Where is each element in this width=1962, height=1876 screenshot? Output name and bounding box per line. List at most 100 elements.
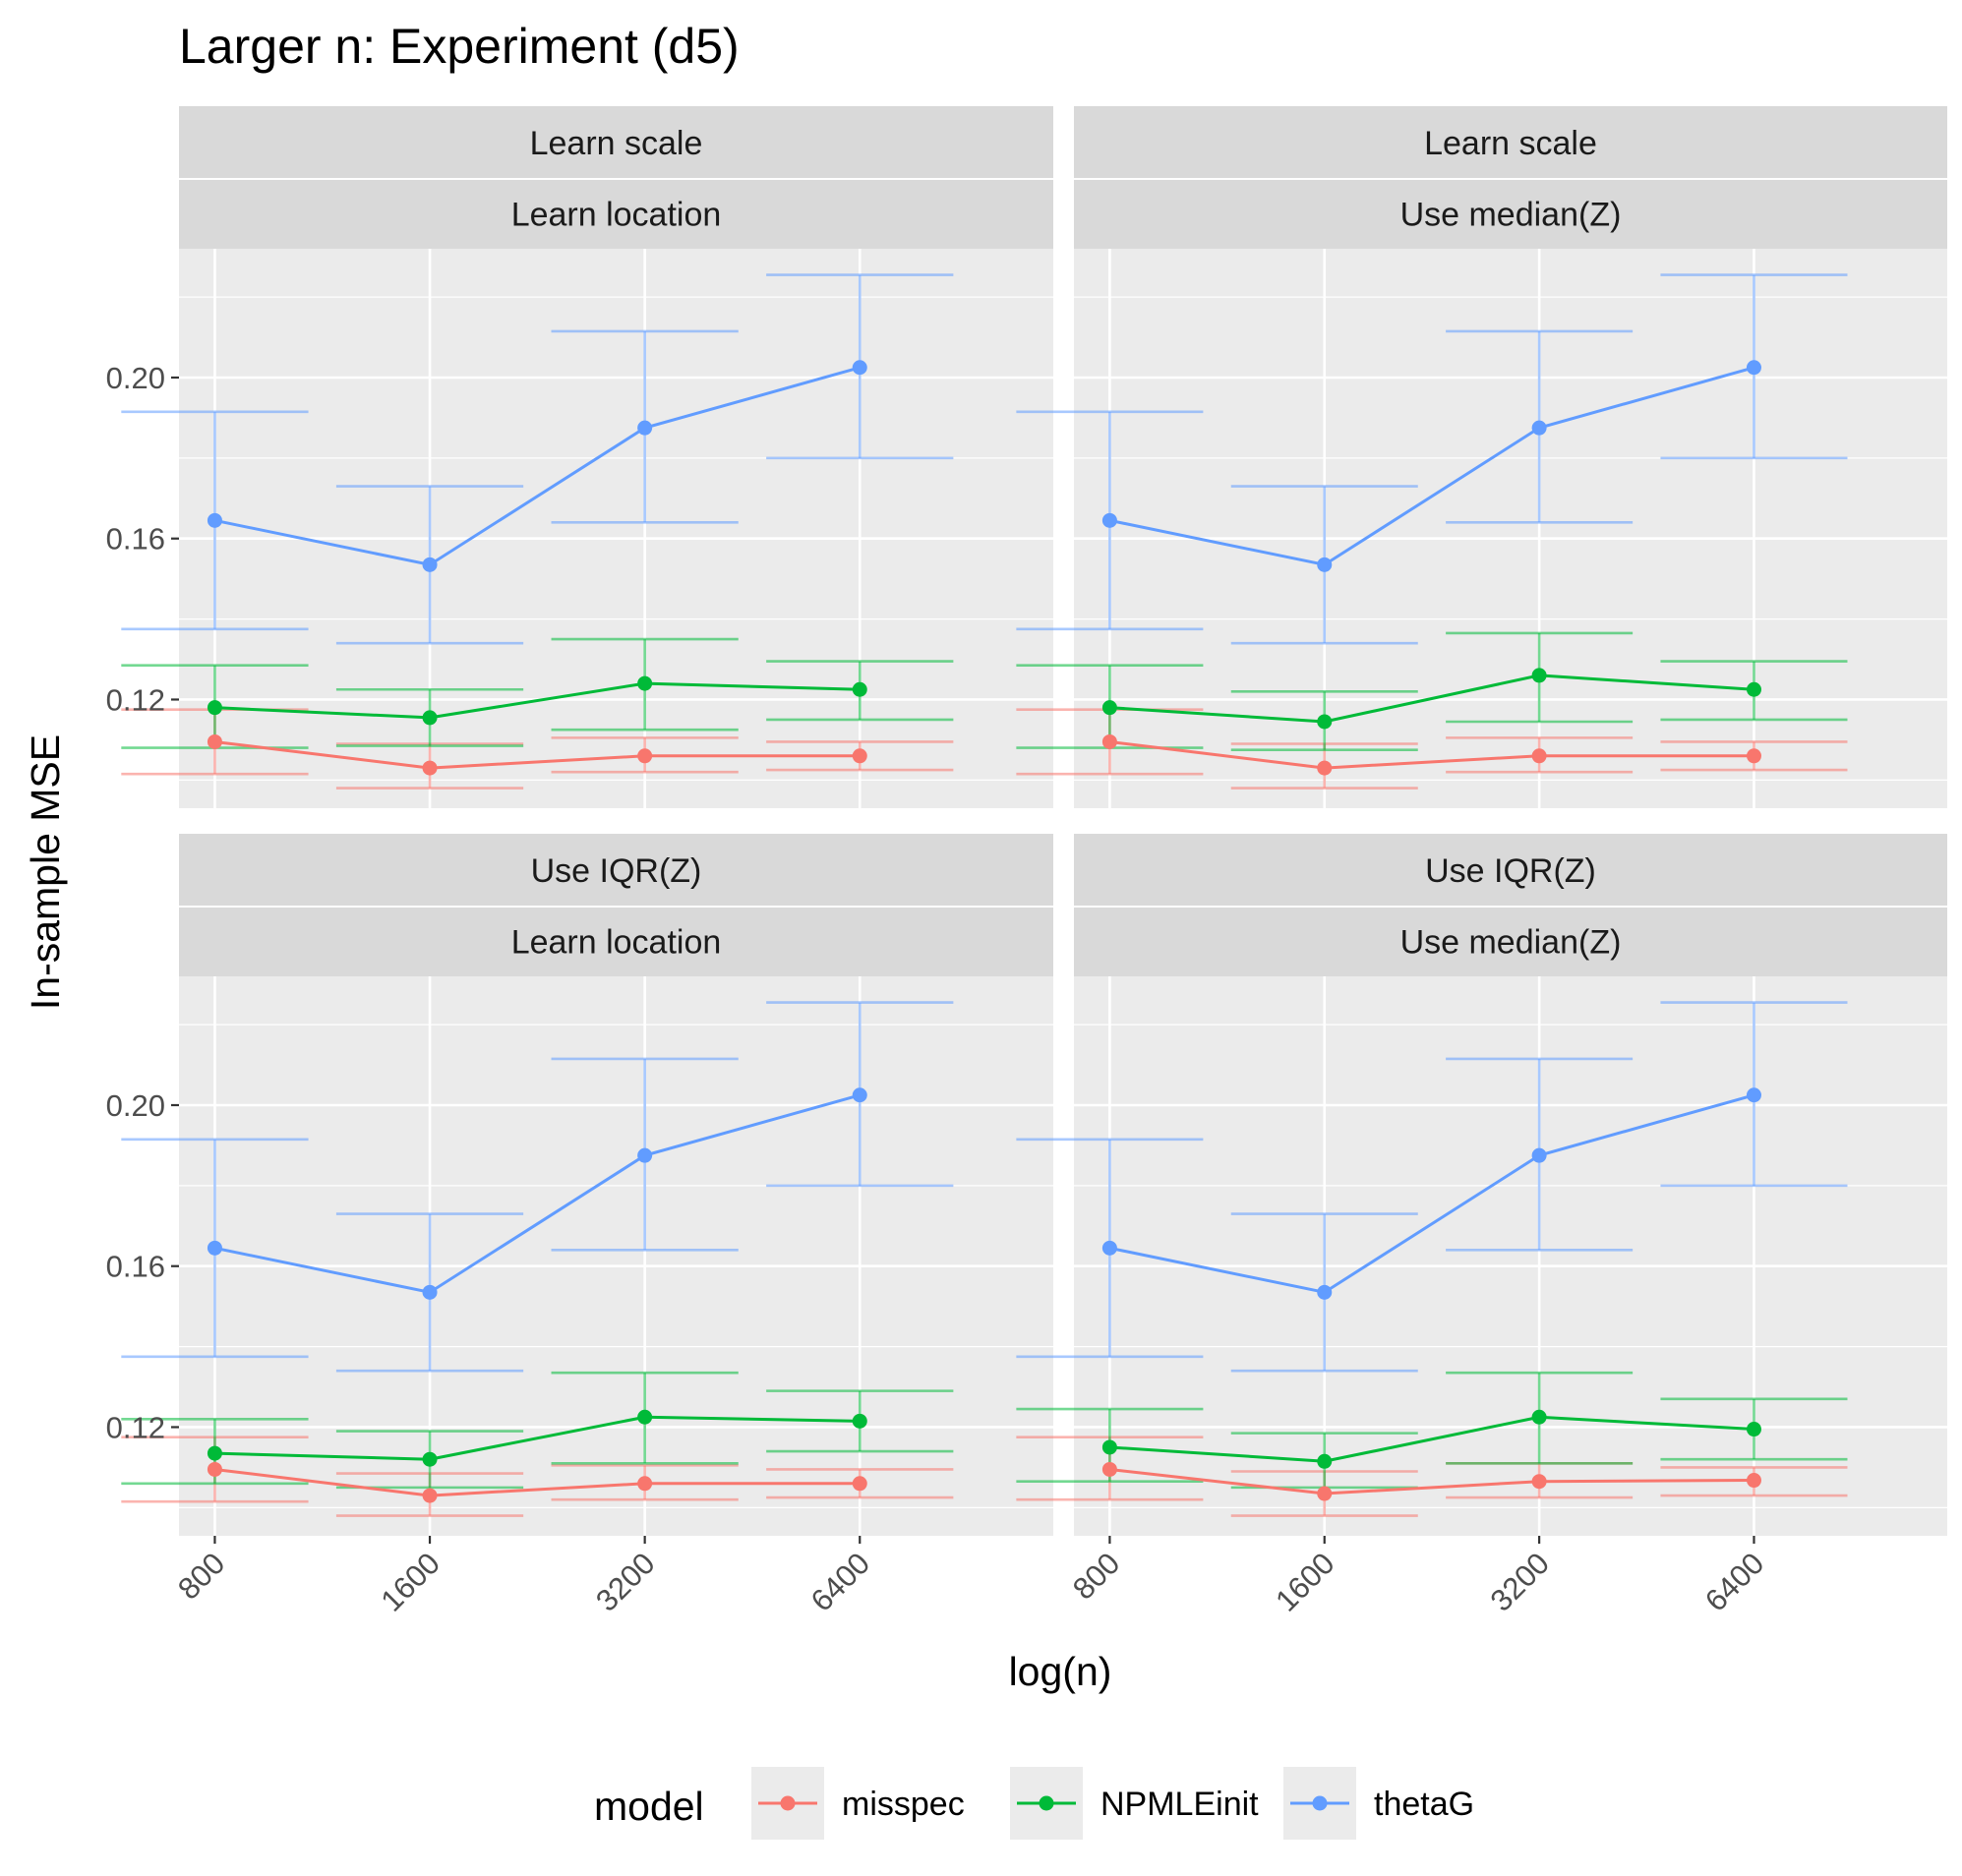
x-tick-label: 1600 — [1269, 1546, 1341, 1618]
y-tick-label: 0.12 — [106, 1410, 165, 1444]
series-line-NPMLEinit — [214, 1415, 861, 1461]
errorbars-misspec — [1016, 708, 1848, 790]
data-point-thetaG — [1101, 1240, 1117, 1256]
data-point-NPMLEinit — [207, 1445, 222, 1461]
x-axis-title: log(n) — [1009, 1649, 1112, 1694]
facet-panel-3: Use IQR(Z) Learn location — [121, 834, 1053, 1536]
strip-label-bottom: Learn location — [511, 197, 722, 234]
data-point-NPMLEinit — [852, 681, 867, 697]
data-point-NPMLEinit — [1101, 700, 1117, 716]
facet-panel-4: Use IQR(Z) Use median(Z) — [1016, 834, 1947, 1536]
series-line-misspec — [214, 1467, 861, 1497]
strip-bottom — [1074, 180, 1947, 249]
y-tick-label: 0.20 — [106, 1088, 165, 1123]
errorbars-NPMLEinit — [121, 1371, 954, 1490]
series-line-thetaG — [1109, 1093, 1754, 1294]
data-point-misspec — [637, 1476, 653, 1492]
strip-label-top: Learn scale — [1424, 125, 1597, 162]
data-point-misspec — [852, 1476, 867, 1492]
data-point-thetaG — [1746, 1087, 1761, 1103]
strip-label-bottom: Learn location — [511, 924, 722, 962]
legend: model misspec NPMLEinit thetaG — [594, 1767, 1474, 1840]
legend-label: thetaG — [1374, 1786, 1474, 1823]
data-point-thetaG — [207, 1240, 222, 1256]
panel-background — [179, 249, 1053, 808]
data-point-NPMLEinit — [1317, 714, 1333, 730]
y-tick-label: 0.12 — [106, 682, 165, 717]
data-point-thetaG — [1531, 1147, 1547, 1163]
facet-panels: Learn scale Learn location Learn scale Use … — [121, 106, 1947, 1536]
series-line-misspec — [1109, 1467, 1754, 1495]
data-point-thetaG — [1531, 420, 1547, 436]
y-tick-label: 0.16 — [106, 1250, 165, 1284]
panel-background — [1074, 976, 1947, 1536]
legend-item-thetaG: thetaG — [1283, 1767, 1474, 1840]
legend-key-point — [780, 1795, 796, 1811]
data-point-NPMLEinit — [852, 1413, 867, 1429]
strip-bottom — [179, 908, 1053, 976]
data-point-NPMLEinit — [422, 710, 438, 726]
series-line-NPMLEinit — [214, 681, 861, 720]
data-point-NPMLEinit — [422, 1451, 438, 1467]
legend-label: NPMLEinit — [1100, 1786, 1259, 1823]
strip-label-top: Use IQR(Z) — [531, 852, 702, 890]
x-tick-label: 800 — [1066, 1546, 1126, 1606]
strip-bottom — [179, 180, 1053, 249]
strip-label-top: Learn scale — [530, 125, 703, 162]
strip-top — [1074, 834, 1947, 906]
data-point-thetaG — [852, 360, 867, 376]
x-axis: 800 1600 3200 6400 800 1600 3200 6400 — [171, 1536, 1770, 1618]
data-point-misspec — [637, 748, 653, 764]
data-point-NPMLEinit — [207, 700, 222, 716]
x-tick-label: 6400 — [1698, 1546, 1771, 1618]
data-point-misspec — [207, 733, 222, 749]
legend-item-misspec: misspec — [751, 1767, 965, 1840]
data-point-misspec — [1531, 1474, 1547, 1490]
strip-label-top: Use IQR(Z) — [1425, 852, 1596, 890]
strip-top — [1074, 106, 1947, 178]
data-point-misspec — [1101, 1461, 1117, 1477]
legend-label: misspec — [842, 1786, 965, 1823]
legend-item-NPMLEinit: NPMLEinit — [1010, 1767, 1259, 1840]
x-tick-label: 6400 — [804, 1546, 877, 1618]
data-point-NPMLEinit — [637, 1409, 653, 1425]
data-point-misspec — [1746, 748, 1761, 764]
x-tick-label: 3200 — [1484, 1546, 1557, 1618]
data-point-thetaG — [1317, 557, 1333, 572]
strip-top — [179, 834, 1053, 906]
data-point-NPMLEinit — [1531, 668, 1547, 683]
data-point-NPMLEinit — [1101, 1439, 1117, 1455]
data-point-misspec — [1317, 1486, 1333, 1501]
y-axis: 0.12 0.16 0.20 0.12 0.16 0.20 — [106, 361, 179, 1444]
facet-panel-1: Learn scale Learn location — [121, 106, 1053, 808]
strip-label-bottom: Use median(Z) — [1400, 924, 1622, 962]
data-point-misspec — [422, 760, 438, 776]
data-point-thetaG — [1317, 1284, 1333, 1300]
y-tick-label: 0.20 — [106, 361, 165, 395]
data-point-misspec — [1531, 748, 1547, 764]
data-point-thetaG — [207, 512, 222, 528]
series-line-NPMLEinit — [1109, 674, 1754, 724]
strip-label-bottom: Use median(Z) — [1400, 197, 1622, 234]
y-axis-title: In-sample MSE — [23, 734, 68, 1010]
data-point-thetaG — [1101, 512, 1117, 528]
series-line-thetaG — [214, 1093, 861, 1294]
data-point-misspec — [1746, 1473, 1761, 1489]
data-point-misspec — [422, 1488, 438, 1503]
panel-background — [179, 976, 1053, 1536]
data-point-NPMLEinit — [1746, 681, 1761, 697]
data-point-thetaG — [637, 420, 653, 436]
facet-panel-2: Learn scale Use median(Z) — [1016, 106, 1947, 808]
data-point-thetaG — [637, 1147, 653, 1163]
series-line-misspec — [1109, 739, 1754, 770]
series-line-misspec — [214, 739, 861, 770]
strip-bottom — [1074, 908, 1947, 976]
series-line-NPMLEinit — [1109, 1415, 1754, 1463]
data-point-NPMLEinit — [1746, 1422, 1761, 1437]
legend-key-point — [1312, 1795, 1328, 1811]
data-point-misspec — [1101, 733, 1117, 749]
legend-title: model — [594, 1784, 704, 1829]
data-point-thetaG — [852, 1087, 867, 1103]
strip-top — [179, 106, 1053, 178]
